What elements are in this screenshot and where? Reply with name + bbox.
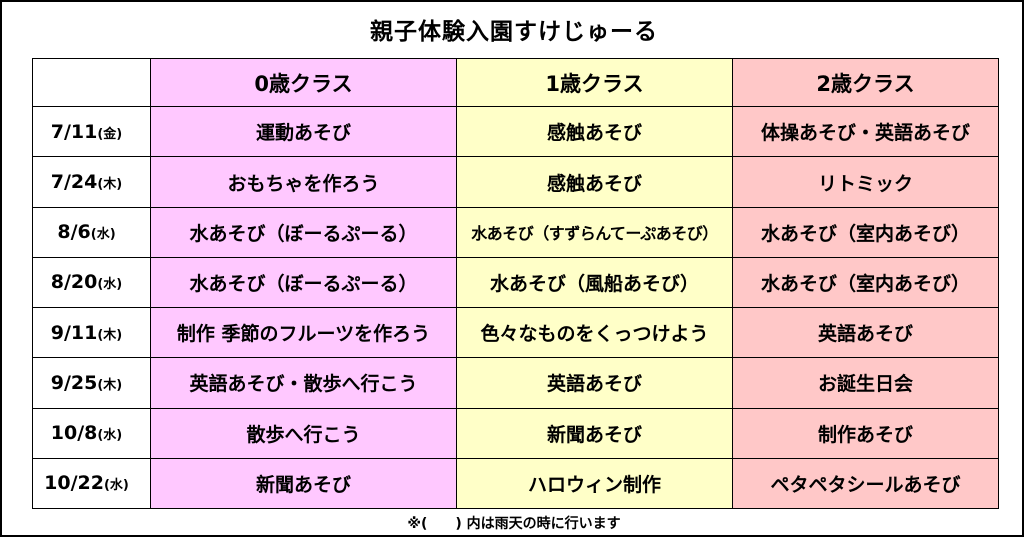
rainy-day-note: ※( ) 内は雨天の時に行います [407,516,621,532]
schedule-table: 0歳クラス 1歳クラス 2歳クラス 7/11(金) 運動あそび 感触あそび 体操… [32,57,999,510]
date-cell: 8/6(水) [32,206,151,258]
date-text: 8/6 [57,221,91,244]
date-cell: 10/22(水) [32,457,151,510]
header-class-2: 2歳クラス [732,57,999,108]
class-2-cell: お誕生日会 [732,357,999,409]
class-2-cell: 体操あそび・英語あそび [732,106,999,158]
header-row: 0歳クラス 1歳クラス 2歳クラス [32,57,999,108]
class-2-cell: リトミック [732,156,999,208]
table-row: 8/20(水) 水あそび（ぼーるぷーる） 水あそび（風船あそび） 水あそび（室内… [32,256,999,309]
table-row: 7/24(木) おもちゃを作ろう 感触あそび リトミック [32,156,999,208]
date-cell: 8/20(水) [32,256,151,309]
weekday-text: (水) [97,277,123,293]
date-cell: 10/8(水) [32,407,151,459]
header-blank-cell [32,57,151,108]
weekday-text: (木) [97,177,123,193]
weekday-text: (水) [90,227,116,243]
date-text: 7/24 [50,171,98,194]
class-1-cell: 新聞あそび [456,407,733,459]
weekday-text: (金) [97,126,123,142]
date-text: 9/25 [50,371,98,394]
date-text: 9/11 [50,321,98,344]
weekday-text: (水) [103,478,129,494]
class-2-cell: 水あそび（室内あそび） [732,256,999,309]
class-0-cell: おもちゃを作ろう [150,156,457,208]
class-2-cell: 英語あそび [732,307,999,359]
table-row: 9/11(木) 制作 季節のフルーツを作ろう 色々なものをくっつけよう 英語あそ… [32,307,999,359]
table-row: 8/6(水) 水あそび（ぼーるぷーる） 水あそび（すずらんてーぷあそび） 水あそ… [32,206,999,258]
class-2-cell: 水あそび（室内あそび） [732,206,999,258]
date-text: 8/20 [50,271,98,294]
class-2-cell: 制作あそび [732,407,999,459]
table-row: 10/22(水) 新聞あそび ハロウィン制作 ペタペタシールあそび [32,457,999,510]
class-1-cell: ハロウィン制作 [456,457,733,510]
date-text: 10/8 [50,422,98,445]
class-0-cell: 水あそび（ぼーるぷーる） [150,206,457,258]
class-0-cell: 水あそび（ぼーるぷーる） [150,256,457,309]
class-0-cell: 新聞あそび [150,457,457,510]
class-1-cell: 色々なものをくっつけよう [456,307,733,359]
class-1-cell: 水あそび（すずらんてーぷあそび） [456,206,733,258]
page-title: 親子体験入園すけじゅーる [370,19,658,45]
table-row: 9/25(木) 英語あそび・散歩へ行こう 英語あそび お誕生日会 [32,357,999,409]
date-cell: 7/11(金) [32,106,151,158]
date-text: 10/22 [44,472,104,495]
table-row: 10/8(水) 散歩へ行こう 新聞あそび 制作あそび [32,407,999,459]
class-0-cell: 制作 季節のフルーツを作ろう [150,307,457,359]
date-cell: 9/11(木) [32,307,151,359]
header-class-1: 1歳クラス [456,57,733,108]
class-2-cell: ペタペタシールあそび [732,457,999,510]
class-0-cell: 運動あそび [150,106,457,158]
table-row: 7/11(金) 運動あそび 感触あそび 体操あそび・英語あそび [32,106,999,158]
weekday-text: (木) [97,377,123,393]
class-1-cell: 水あそび（風船あそび） [456,256,733,309]
date-cell: 9/25(木) [32,357,151,409]
class-1-cell: 感触あそび [456,106,733,158]
header-class-0: 0歳クラス [150,57,457,108]
date-text: 7/11 [50,120,98,143]
class-0-cell: 散歩へ行こう [150,407,457,459]
class-1-cell: 感触あそび [456,156,733,208]
class-1-cell: 英語あそび [456,357,733,409]
date-cell: 7/24(木) [32,156,151,208]
weekday-text: (木) [97,327,123,343]
class-0-cell: 英語あそび・散歩へ行こう [150,357,457,409]
weekday-text: (水) [97,428,123,444]
